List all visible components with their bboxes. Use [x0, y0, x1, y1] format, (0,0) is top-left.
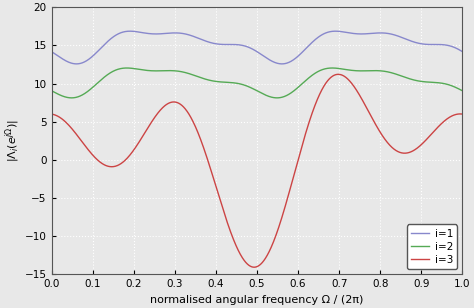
i=3 [251, 265, 257, 269]
i=2 [124, 66, 129, 70]
Line: i=3: i=3 [52, 74, 463, 267]
i=2 [238, 82, 244, 86]
i=3 [248, 265, 254, 269]
Line: i=2: i=2 [52, 68, 463, 98]
i=1 [249, 47, 255, 51]
i=3 [237, 253, 243, 256]
i=2 [249, 86, 255, 90]
i=2 [448, 84, 454, 87]
i=3 [448, 115, 454, 118]
i=1 [373, 31, 378, 35]
i=3 [460, 112, 465, 116]
i=3 [336, 72, 341, 76]
Legend: i=1, i=2, i=3: i=1, i=2, i=3 [407, 225, 457, 269]
i=2 [460, 89, 465, 93]
i=1 [73, 62, 79, 66]
i=2 [49, 89, 55, 93]
i=2 [448, 83, 454, 87]
i=2 [70, 96, 75, 100]
i=1 [333, 29, 338, 33]
i=1 [460, 50, 465, 54]
i=3 [448, 115, 454, 118]
Line: i=1: i=1 [52, 31, 463, 64]
i=3 [373, 122, 378, 126]
i=3 [70, 128, 75, 131]
i=3 [49, 112, 55, 116]
i=2 [373, 69, 378, 72]
i=1 [238, 43, 244, 47]
i=1 [448, 44, 454, 48]
i=1 [70, 62, 75, 65]
i=1 [448, 44, 454, 48]
i=2 [274, 96, 280, 100]
X-axis label: normalised angular frequency Ω / (2π): normalised angular frequency Ω / (2π) [150, 295, 364, 305]
Y-axis label: $|\Lambda_i(e^{j\Omega})|$: $|\Lambda_i(e^{j\Omega})|$ [3, 120, 22, 162]
i=1 [49, 50, 55, 54]
